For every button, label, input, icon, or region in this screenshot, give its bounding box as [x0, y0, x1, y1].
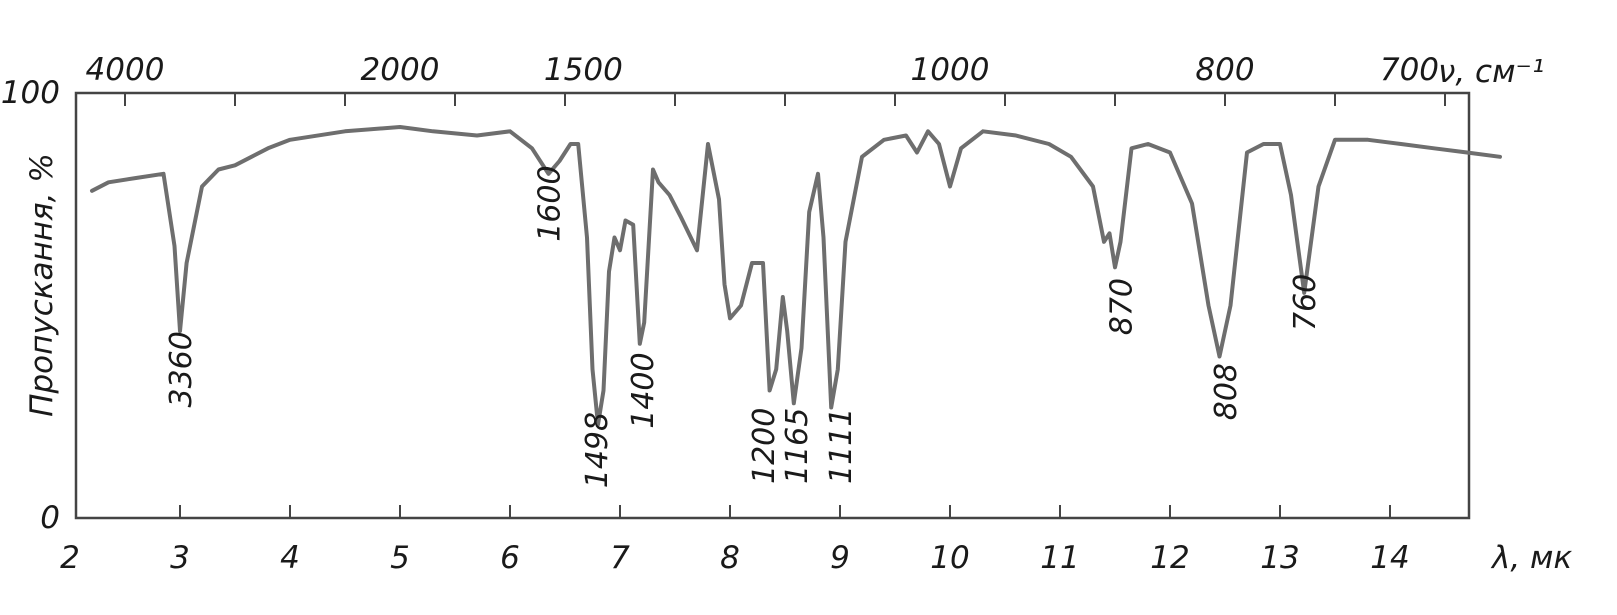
x-tick-label: 11 [1040, 540, 1079, 576]
plot-border [74, 91, 1471, 520]
top-tick-label: 4000 [86, 52, 165, 88]
peak-label: 808 [1209, 363, 1244, 420]
x-tick-label: 10 [930, 540, 969, 576]
x-tick-label: 13 [1260, 540, 1299, 576]
x-tick-label: 4 [280, 540, 300, 576]
x-tick-label: 3 [170, 540, 190, 576]
y-tick-label: 100 [1, 75, 60, 111]
peak-label: 1200 [747, 408, 782, 484]
spectrum-line [90, 125, 1502, 427]
top-tick-label: 1500 [544, 52, 623, 88]
peak-label: 1111 [824, 408, 859, 484]
x-tick-label: 12 [1150, 540, 1189, 576]
peak-label: 1400 [626, 352, 661, 428]
peak-label: 1600 [533, 165, 568, 241]
peak-label: 1498 [580, 412, 615, 488]
peak-label: 1165 [780, 408, 815, 484]
x-tick-label: 8 [720, 540, 740, 576]
x-tick-label: 9 [830, 540, 850, 576]
x-axis-label: λ, мк [1490, 540, 1572, 576]
axis-ticks: 2 3 4 5 6 7 8 9 10 11 12 13 14 0 100 4000 2000 1500 1000 80… [1, 52, 1446, 576]
top-tick-label: 1000 [911, 52, 990, 88]
labels-layer: Пропускання, % λ, мк ν, см⁻¹ [24, 54, 1572, 576]
peak-label: 3360 [164, 331, 199, 407]
series-layer [90, 125, 1502, 427]
y-axis-label: Пропускання, % [24, 153, 60, 417]
y-tick-label: 0 [40, 500, 60, 536]
peak-label: 870 [1105, 278, 1140, 335]
top-axis-label: ν, см⁻¹ [1438, 54, 1544, 90]
x-tick-label: 2 [60, 540, 80, 576]
x-tick-label: 7 [610, 540, 630, 576]
plot-frame [74, 91, 1471, 520]
top-tick-label: 800 [1195, 52, 1254, 88]
top-tick-label: 700 [1380, 52, 1439, 88]
x-tick-label: 14 [1370, 540, 1409, 576]
peak-label: 760 [1288, 274, 1323, 331]
x-tick-label: 5 [390, 540, 410, 576]
x-tick-label: 6 [500, 540, 520, 576]
top-tick-label: 2000 [361, 52, 440, 88]
